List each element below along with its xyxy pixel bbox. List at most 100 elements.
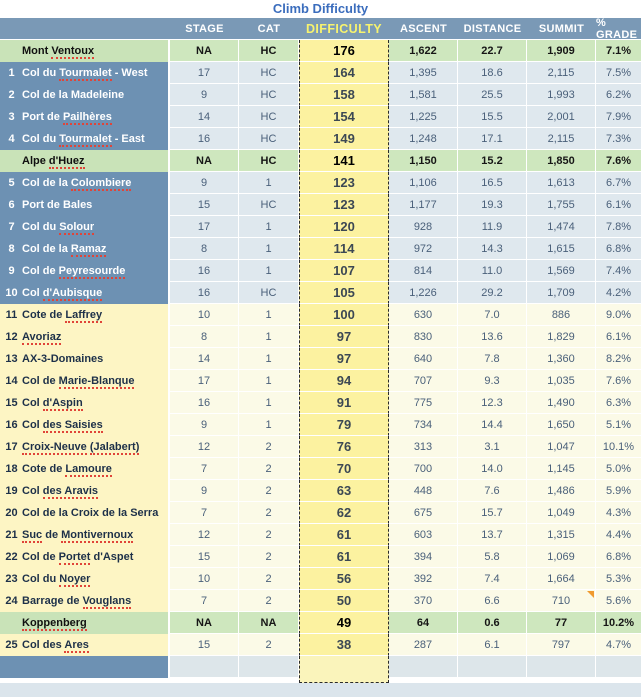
cat-cell[interactable]: 1	[239, 392, 299, 414]
header-difficulty[interactable]: DIFFICULTY	[299, 18, 389, 40]
summit-cell[interactable]: 2,001	[527, 106, 596, 128]
cat-cell[interactable]: 2	[239, 458, 299, 480]
empty-row-stage-cell[interactable]	[170, 656, 239, 678]
row-name-cell[interactable]: 9 Col de Peyresourde	[0, 260, 170, 282]
cat-cell[interactable]: HC	[239, 62, 299, 84]
cat-cell[interactable]: 2	[239, 524, 299, 546]
header-stage[interactable]: STAGE	[170, 18, 239, 40]
distance-cell[interactable]: 17.1	[458, 128, 527, 150]
stage-cell[interactable]: 12	[170, 524, 239, 546]
empty-row-ascent-cell[interactable]	[389, 656, 458, 678]
row-name-cell[interactable]: 21 Suc de Montivernoux	[0, 524, 170, 546]
grade-cell[interactable]: 8.2%	[596, 348, 641, 370]
cat-cell[interactable]: 1	[239, 370, 299, 392]
difficulty-cell[interactable]: 176	[299, 40, 389, 62]
grade-cell[interactable]: 6.7%	[596, 172, 641, 194]
distance-cell[interactable]: 18.6	[458, 62, 527, 84]
difficulty-cell[interactable]: 97	[299, 326, 389, 348]
row-name-cell[interactable]: 3 Port de Pailhères	[0, 106, 170, 128]
difficulty-cell[interactable]: 158	[299, 84, 389, 106]
stage-cell[interactable]: 16	[170, 128, 239, 150]
ascent-cell[interactable]: 928	[389, 216, 458, 238]
ascent-cell[interactable]: 640	[389, 348, 458, 370]
row-name-cell[interactable]: 6 Port de Bales	[0, 194, 170, 216]
distance-cell[interactable]: 11.9	[458, 216, 527, 238]
difficulty-cell[interactable]: 97	[299, 348, 389, 370]
summit-cell[interactable]: 1,360	[527, 348, 596, 370]
distance-cell[interactable]: 19.3	[458, 194, 527, 216]
grade-cell[interactable]: 5.9%	[596, 480, 641, 502]
difficulty-cell[interactable]: 141	[299, 150, 389, 172]
stage-cell[interactable]: 9	[170, 480, 239, 502]
distance-cell[interactable]: 7.0	[458, 304, 527, 326]
grade-cell[interactable]: 4.2%	[596, 282, 641, 304]
distance-cell[interactable]: 5.8	[458, 546, 527, 568]
grade-cell[interactable]: 10.2%	[596, 612, 641, 634]
cat-cell[interactable]: 1	[239, 326, 299, 348]
stage-cell[interactable]: 7	[170, 590, 239, 612]
difficulty-cell[interactable]: 79	[299, 414, 389, 436]
grade-cell[interactable]: 4.4%	[596, 524, 641, 546]
ascent-cell[interactable]: 814	[389, 260, 458, 282]
header--grade[interactable]: % GRADE	[596, 17, 641, 41]
cat-cell[interactable]: NA	[239, 612, 299, 634]
cat-cell[interactable]: HC	[239, 150, 299, 172]
stage-cell[interactable]: 14	[170, 348, 239, 370]
ascent-cell[interactable]: 1,150	[389, 150, 458, 172]
row-name-cell[interactable]: 23 Col du Noyer	[0, 568, 170, 590]
stage-cell[interactable]: 9	[170, 84, 239, 106]
distance-cell[interactable]: 6.1	[458, 634, 527, 656]
distance-cell[interactable]: 14.4	[458, 414, 527, 436]
row-name-cell[interactable]: 18 Cote de Lamoure	[0, 458, 170, 480]
distance-cell[interactable]: 15.2	[458, 150, 527, 172]
difficulty-cell[interactable]: 63	[299, 480, 389, 502]
ascent-cell[interactable]: 707	[389, 370, 458, 392]
difficulty-cell[interactable]: 62	[299, 502, 389, 524]
distance-cell[interactable]: 15.7	[458, 502, 527, 524]
cat-cell[interactable]: 1	[239, 216, 299, 238]
stage-cell[interactable]: 9	[170, 172, 239, 194]
summit-cell[interactable]: 797	[527, 634, 596, 656]
stage-cell[interactable]: 16	[170, 282, 239, 304]
difficulty-cell[interactable]: 50	[299, 590, 389, 612]
summit-cell[interactable]: 1,047	[527, 436, 596, 458]
row-name-cell[interactable]: 2 Col de la Madeleine	[0, 84, 170, 106]
header-distance[interactable]: DISTANCE	[458, 18, 527, 40]
row-name-cell[interactable]: 19 Col des Aravis	[0, 480, 170, 502]
difficulty-cell[interactable]: 123	[299, 172, 389, 194]
cat-cell[interactable]: HC	[239, 84, 299, 106]
distance-cell[interactable]: 7.4	[458, 568, 527, 590]
summit-cell[interactable]: 1,569	[527, 260, 596, 282]
cat-cell[interactable]: 1	[239, 260, 299, 282]
cat-cell[interactable]: 2	[239, 480, 299, 502]
row-name-cell[interactable]: 16 Col des Saisies	[0, 414, 170, 436]
stage-cell[interactable]: 10	[170, 304, 239, 326]
stage-cell[interactable]: 10	[170, 568, 239, 590]
cat-cell[interactable]: 1	[239, 348, 299, 370]
difficulty-cell[interactable]: 61	[299, 524, 389, 546]
difficulty-cell[interactable]: 120	[299, 216, 389, 238]
stage-cell[interactable]: 9	[170, 414, 239, 436]
summit-cell[interactable]: 1,035	[527, 370, 596, 392]
row-name-cell[interactable]: 24 Barrage de Vouglans	[0, 590, 170, 612]
difficulty-cell[interactable]: 61	[299, 546, 389, 568]
summit-cell[interactable]: 1,650	[527, 414, 596, 436]
stage-cell[interactable]: NA	[170, 40, 239, 62]
header-climb-corner[interactable]	[0, 18, 170, 40]
ascent-cell[interactable]: 1,177	[389, 194, 458, 216]
distance-cell[interactable]: 13.6	[458, 326, 527, 348]
difficulty-cell[interactable]: 107	[299, 260, 389, 282]
row-name-cell[interactable]: 13 AX-3-Domaines	[0, 348, 170, 370]
summit-cell[interactable]: 1,909	[527, 40, 596, 62]
grade-cell[interactable]: 7.3%	[596, 128, 641, 150]
ascent-cell[interactable]: 448	[389, 480, 458, 502]
cat-cell[interactable]: 1	[239, 414, 299, 436]
row-name-cell[interactable]: 7 Col du Solour	[0, 216, 170, 238]
empty-row-distance-cell[interactable]	[458, 656, 527, 678]
empty-row-summit-cell[interactable]	[527, 656, 596, 678]
row-name-cell[interactable]: 5 Col de la Colombiere	[0, 172, 170, 194]
ascent-cell[interactable]: 972	[389, 238, 458, 260]
cat-cell[interactable]: 2	[239, 546, 299, 568]
ascent-cell[interactable]: 1,395	[389, 62, 458, 84]
stage-cell[interactable]: 8	[170, 326, 239, 348]
